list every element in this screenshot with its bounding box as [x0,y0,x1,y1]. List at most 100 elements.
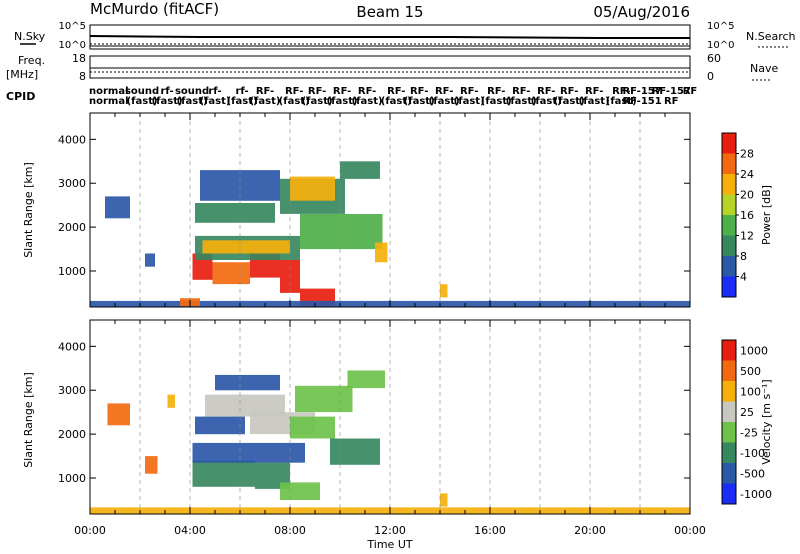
station-title: McMurdo (fitACF) [90,0,219,18]
cpid-entry: sound [125,86,159,97]
velocity-echo-region-10 [215,374,280,391]
power-echo-region-16 [440,284,448,298]
cpid-row: CPID normalnormalsound(fast)rf-(fast)sou… [6,86,697,107]
velocity-colorbar-tick-label: 500 [740,365,761,378]
power-echo-region-7 [195,203,275,223]
velocity-colorbar-tick-label: 25 [740,406,754,419]
cpid-entry: (fast) [606,96,637,107]
velocity-colorbar-tick-label: -100 [740,447,765,460]
cpid-entry: (fast) [352,96,383,107]
power-grid [139,113,641,307]
freq-unit-label: [MHz] [6,68,38,81]
cpid-entry: RF- [487,86,505,97]
cpid-entry: (fast) [127,96,158,107]
velocity-echo-region-0 [192,460,255,487]
velocity-colorbar-bin [722,360,736,381]
cpid-entry: RF- [285,86,303,97]
cpid-entry: (fast) [227,96,258,107]
cpid-entry: RF- [512,86,530,97]
power-colorbar-tick-label: 24 [740,168,754,181]
cpid-label: CPID [6,90,35,103]
cpid-entry: RF- [460,86,478,97]
velocity-ylabel: Slant Range [km] [22,372,35,468]
velocity-colorbar-tick-label: -500 [740,467,765,480]
nsky-scale-bottom: 10^0 [59,40,86,51]
power-colorbar-bin [722,215,736,236]
power-echo-region-0 [192,253,213,280]
cpid-entry: RF- [537,86,555,97]
velocity-colorbar: 1000 500 100 25 -25 -100 -500 -1000 Velocity [m … [721,339,773,505]
velocity-xticks: 00:00 04:00 08:00 12:00 16:00 20:00 00:00 [74,524,706,537]
power-echo-region-6 [300,214,383,250]
velocity-echo-region-3 [195,416,245,435]
velocity-colorbar-tick-label: 1000 [740,344,768,357]
power-ytick-label: 4000 [58,133,86,146]
cpid-entry: (fast) [327,96,358,107]
cpid-entry: (fast) [200,96,231,107]
nsky-scale-top: 10^5 [59,21,86,32]
power-echo-region-1 [212,262,250,285]
velocity-xtick-label: 12:00 [374,524,406,537]
power-echo-region-11 [340,161,380,179]
power-echo-region-10 [290,176,335,201]
cpid-entry: (fast) [177,96,208,107]
velocity-echo-region-8 [295,385,353,413]
cpid-entry: (fast) [481,96,512,107]
cpid-entry: (fast) [579,96,610,107]
freq-panel: Freq. [MHz] 18 8 60 0 Nave [6,52,778,83]
cpid-entry: (fast) [250,96,281,107]
power-colorbar-bin [722,174,736,195]
velocity-xlabel: Time UT [366,538,412,551]
power-echo-region-14 [105,196,130,219]
cpid-entry: RF- [308,86,326,97]
nsky-line [89,35,690,39]
cpid-entry: (fast) [429,96,460,107]
beam-title: Beam 15 [356,3,423,21]
cpid-entry: (fast) [506,96,537,107]
power-colorbar-tick-label: 16 [740,209,754,222]
cpid-entry: (fast) [279,96,310,107]
freq-label: Freq. [18,54,45,67]
cpid-entry: (fast) [454,96,485,107]
nsky-label: N.Sky [14,30,46,43]
power-colorbar-bin [722,235,736,256]
velocity-colorbar-bin [722,340,736,361]
velocity-colorbar-bin [722,483,736,504]
freq-scale-top: 18 [72,52,86,65]
velocity-colorbar-tick-label: -25 [740,426,758,439]
cpid-entry: RF- [435,86,453,97]
velocity-xtick-label: 20:00 [574,524,606,537]
velocity-xtick-label: 16:00 [474,524,506,537]
cpid-entry: rf- [208,86,221,97]
power-colorbar-tick-label: 4 [740,271,747,284]
power-colorbar-bin [722,133,736,154]
date-title: 05/Aug/2016 [593,3,690,21]
power-colorbar-label: Power [dB] [760,185,773,245]
velocity-colorbar-label: Velocity [m s⁻¹] [760,379,773,464]
velocity-echo-region-14 [167,394,175,408]
velocity-ytick-label: 4000 [58,340,86,353]
velocity-colorbar-frame [721,339,737,505]
power-colorbar-bin [722,256,736,277]
nave-scale-bottom: 0 [707,70,714,83]
velocity-yticks: 1000 2000 3000 4000 [58,320,690,514]
velocity-xtick-label: 00:00 [74,524,106,537]
velocity-xtick-label: 08:00 [274,524,306,537]
power-panel: 1000 2000 3000 4000 Slant Range [km] 4 8 12 16… [22,112,773,308]
velocity-echo-region-4 [205,394,285,417]
cpid-entry: normal [89,96,129,107]
cpid-entry: (fast) [152,96,183,107]
power-colorbar: 4 8 12 16 20 24 28 Power [dB] [721,132,773,298]
nave-label: Nave [750,62,778,75]
power-ylabel: Slant Range [km] [22,162,35,258]
cpid-entry: RF- [256,86,274,97]
velocity-echo-region-12 [107,403,130,426]
cpid-entry: (fast) [554,96,585,107]
velocity-colorbar-tick-label: -1000 [740,488,772,501]
cpid-entry: (fast) [404,96,435,107]
velocity-colorbar-bin [722,381,736,402]
cpid-entry: RF- [560,86,578,97]
velocity-echo-region-11 [280,482,320,500]
nsky-panel: N.Sky 10^5 10^0 10^5 10^0 N.Search [14,21,796,51]
